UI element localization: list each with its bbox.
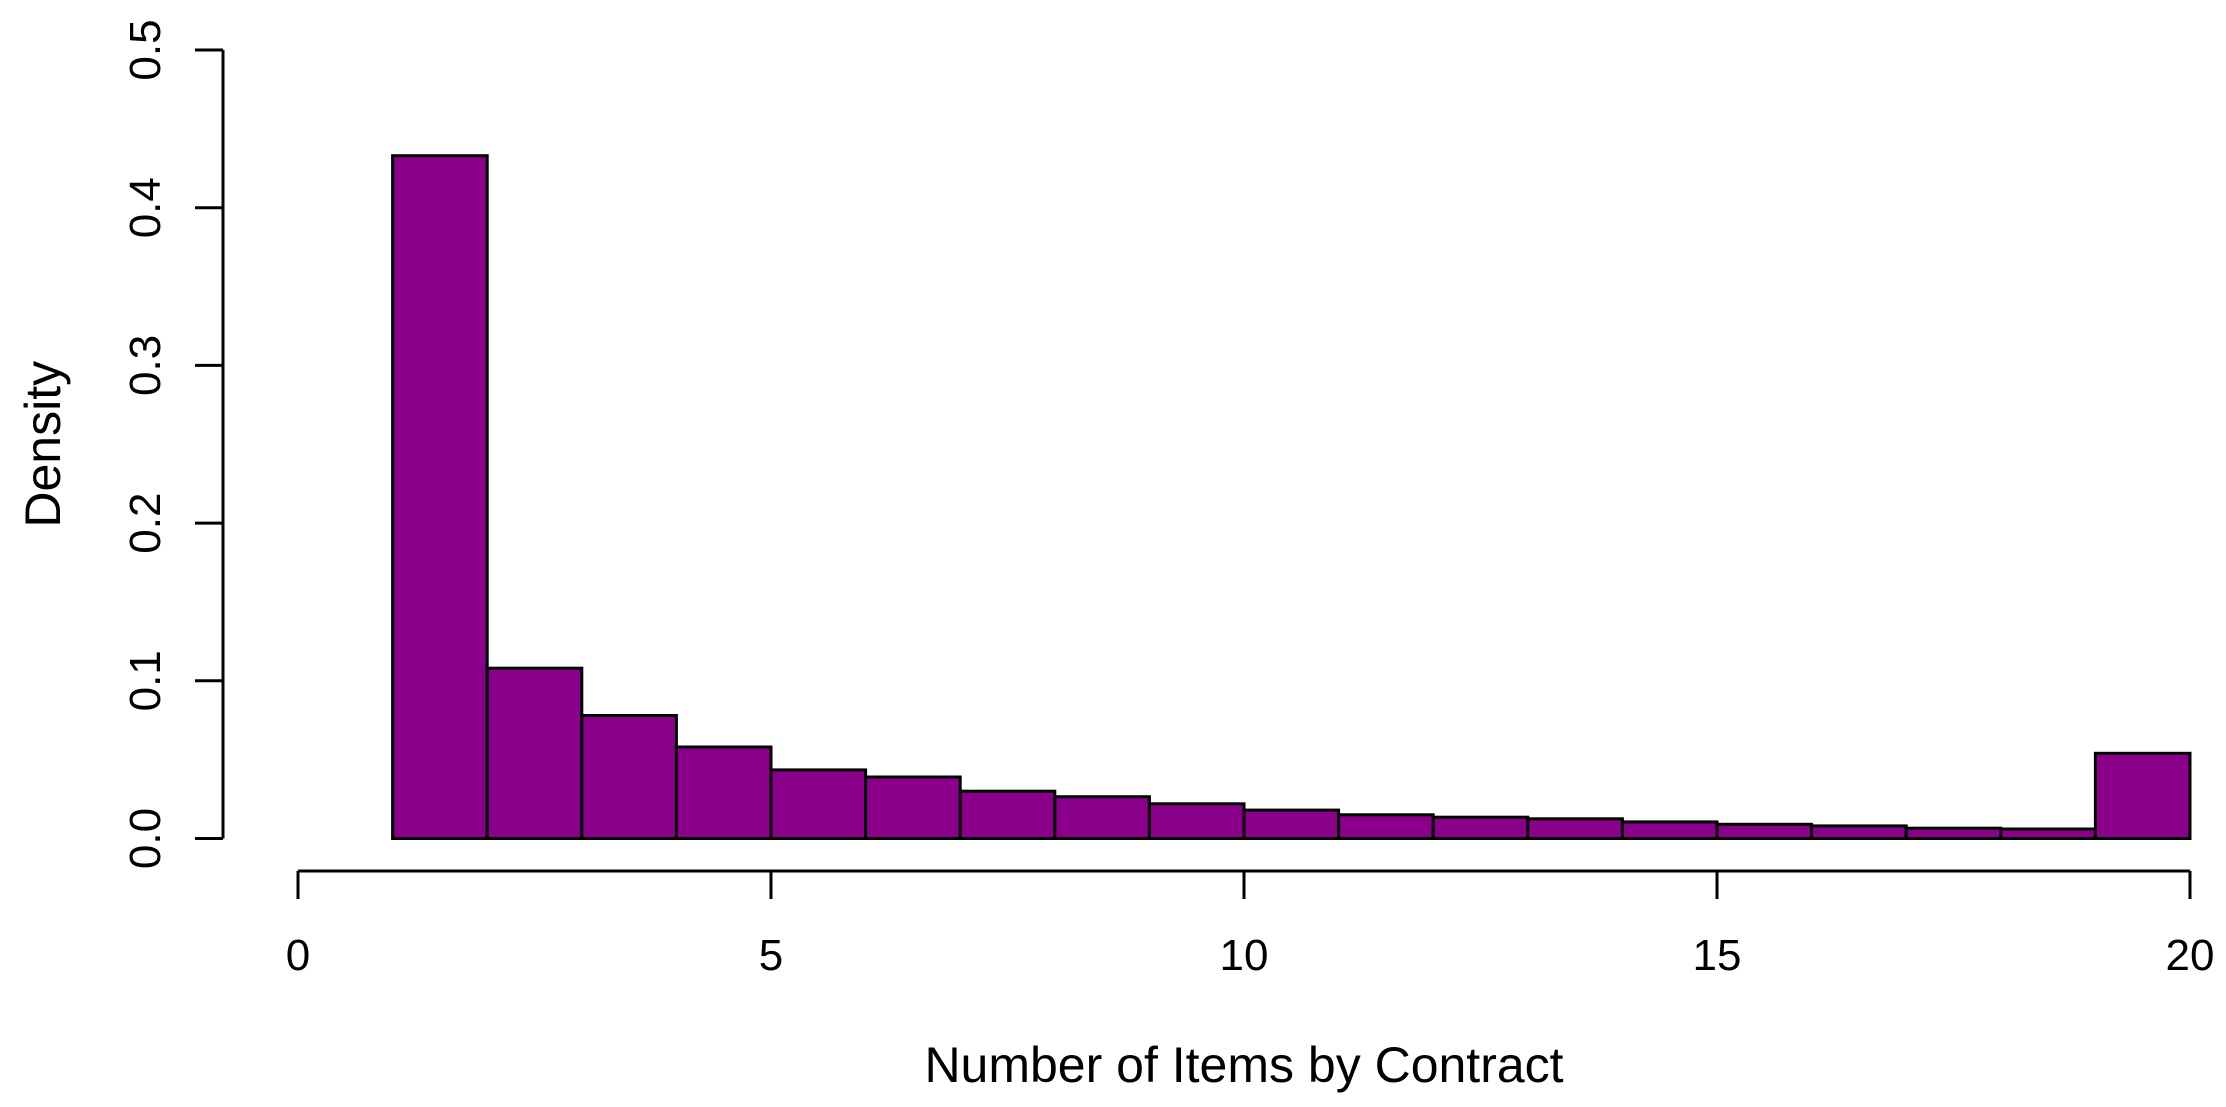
- histogram-bar: [2093, 751, 2192, 840]
- x-tick-label: 15: [1693, 931, 1742, 980]
- y-tick-label: 0.4: [121, 177, 170, 238]
- histogram-bar: [1431, 815, 1530, 841]
- histogram-bar: [1810, 824, 1908, 841]
- labels-group: 0.0 0.1 0.2 0.3 0.4 0.5 0 5 10 15 20 Number of Item…: [15, 19, 2214, 1093]
- x-tick-label: 0: [286, 931, 310, 980]
- histogram-bar: [674, 745, 773, 840]
- histogram-bar: [1147, 802, 1246, 840]
- histogram-bar: [769, 768, 868, 841]
- y-tick-label: 0.5: [121, 19, 170, 80]
- y-axis-title: Density: [15, 361, 71, 528]
- histogram-bar: [580, 714, 678, 840]
- histogram-bar: [1526, 817, 1624, 840]
- y-tick-label: 0.0: [121, 808, 170, 869]
- x-tick-label: 20: [2166, 931, 2215, 980]
- histogram-bar: [1242, 808, 1341, 840]
- y-tick-label: 0.2: [121, 493, 170, 554]
- histogram-bar: [864, 775, 962, 840]
- histogram-bar: [958, 789, 1057, 841]
- bars-group: [391, 154, 2192, 841]
- x-axis-title: Number of Items by Contract: [924, 1037, 1563, 1093]
- histogram-bar: [1715, 822, 1814, 840]
- x-tick-label: 10: [1220, 931, 1269, 980]
- x-tick-label: 5: [759, 931, 783, 980]
- axes-group: [195, 48, 2192, 899]
- histogram-bar: [391, 154, 489, 840]
- histogram-bar: [1904, 826, 2003, 841]
- histogram-bar: [485, 666, 584, 841]
- histogram-bar: [1053, 795, 1151, 841]
- histogram-bar: [1999, 827, 2097, 840]
- histogram-bar: [1620, 820, 1719, 841]
- y-tick-label: 0.1: [121, 650, 170, 711]
- y-tick-label: 0.3: [121, 335, 170, 396]
- histogram-bar: [1337, 813, 1435, 840]
